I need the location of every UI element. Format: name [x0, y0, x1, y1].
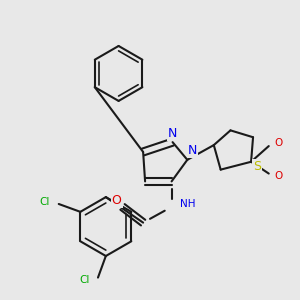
- Text: S: S: [253, 160, 261, 173]
- Text: O: O: [274, 138, 283, 148]
- Text: O: O: [112, 194, 122, 207]
- Text: O: O: [274, 172, 283, 182]
- Text: Cl: Cl: [40, 197, 50, 207]
- Text: Cl: Cl: [79, 274, 89, 285]
- Text: NH: NH: [179, 199, 195, 209]
- Text: N: N: [168, 127, 177, 140]
- Text: N: N: [188, 145, 197, 158]
